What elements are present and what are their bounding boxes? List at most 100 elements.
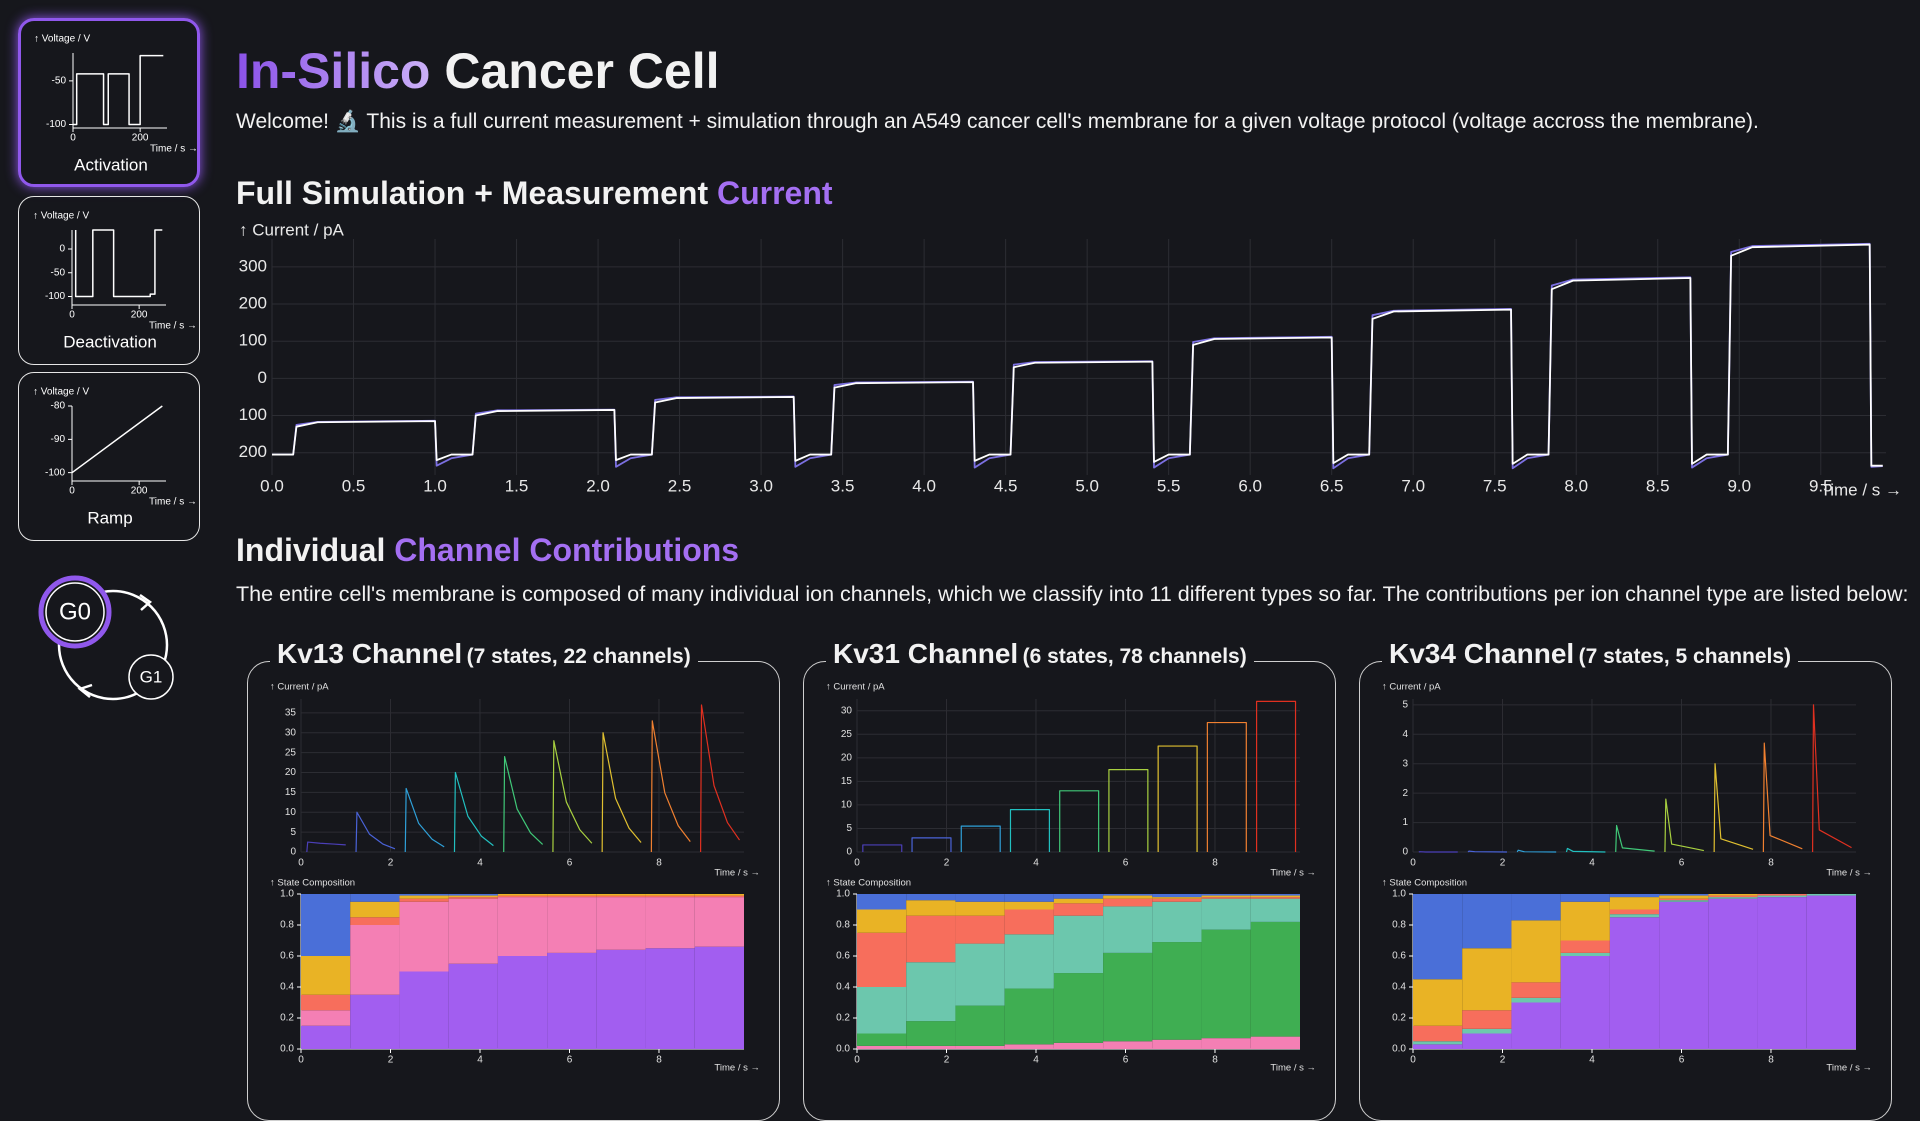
- y-tick-label: -80: [51, 401, 66, 412]
- state-segment: [301, 1026, 350, 1049]
- state-segment: [955, 1046, 1004, 1049]
- x-tick-label: 0: [69, 486, 75, 497]
- state-segment: [1054, 894, 1103, 899]
- state-segment: [906, 900, 955, 916]
- state-segment: [1511, 998, 1560, 1003]
- state-segment: [1152, 942, 1201, 1040]
- y-tick-label: 0: [258, 368, 267, 387]
- y-tick-label: 0.6: [280, 951, 294, 962]
- x-tick-label: 2: [1500, 858, 1506, 869]
- data-line: [1566, 848, 1605, 852]
- state-segment: [596, 950, 645, 1049]
- y-axis-label: ↑ Voltage / V: [34, 33, 90, 44]
- state-segment: [1758, 896, 1807, 898]
- data-line: [72, 406, 162, 473]
- state-segment: [1610, 917, 1659, 1049]
- cycle-node-label: G1: [140, 667, 163, 686]
- state-segment: [1511, 920, 1560, 982]
- state-segment: [449, 897, 498, 899]
- x-axis-label: Time / s →: [714, 1063, 760, 1074]
- state-segment: [301, 956, 350, 995]
- state-segment: [857, 933, 906, 987]
- y-axis-label: ↑ Voltage / V: [33, 387, 89, 398]
- x-tick-label: 8: [656, 1055, 662, 1066]
- data-line: [73, 55, 163, 124]
- y-tick-label: -100: [45, 467, 65, 478]
- state-segment: [1005, 902, 1054, 910]
- cycle-node-label: G0: [59, 598, 91, 625]
- intro-text: Welcome! 🔬 This is a full current measur…: [236, 110, 1759, 134]
- x-tick-label: 8.0: [1564, 476, 1588, 495]
- state-segment: [301, 1010, 350, 1026]
- x-tick-label: 6.0: [1238, 476, 1262, 495]
- cycle-diagram: G0 G1: [0, 560, 220, 730]
- x-axis-label: Time / s →: [1826, 1063, 1872, 1074]
- state-segment: [1054, 899, 1103, 904]
- state-segment: [399, 896, 448, 899]
- x-axis-label: Time / s →: [149, 497, 197, 508]
- state-segment: [906, 916, 955, 963]
- x-tick-label: 4: [1033, 1055, 1039, 1066]
- state-segment: [1708, 899, 1757, 1049]
- state-segment: [1659, 900, 1708, 902]
- x-tick-label: 0: [1410, 1055, 1416, 1066]
- data-line: [76, 230, 163, 296]
- y-axis-label: ↑ State Composition: [1382, 878, 1467, 889]
- y-tick-label: 2: [1402, 788, 1408, 799]
- x-tick-label: 4: [477, 858, 483, 869]
- state-segment: [1758, 897, 1807, 1049]
- state-segment: [906, 962, 955, 1021]
- data-line: [961, 826, 1000, 852]
- state-segment: [449, 896, 498, 898]
- y-tick-label: 10: [841, 800, 853, 811]
- state-segment: [1005, 934, 1054, 988]
- state-segment: [1251, 897, 1300, 899]
- state-segment: [1005, 1044, 1054, 1049]
- y-tick-label: 5: [290, 827, 296, 838]
- state-segment: [350, 894, 399, 902]
- y-tick-label: 30: [841, 705, 853, 716]
- x-tick-label: 8.5: [1646, 476, 1670, 495]
- state-segment: [350, 925, 399, 995]
- state-segment: [350, 917, 399, 925]
- state-segment: [1610, 910, 1659, 915]
- y-tick-label: -100: [45, 119, 65, 130]
- state-segment: [547, 953, 596, 1049]
- state-segment: [1708, 897, 1757, 899]
- state-segment: [1103, 953, 1152, 1041]
- x-tick-label: 0.5: [342, 476, 366, 495]
- state-segment: [1103, 899, 1152, 907]
- state-segment: [1202, 897, 1251, 899]
- y-tick-label: 10: [285, 807, 297, 818]
- state-segment: [1708, 894, 1757, 896]
- heading-accent: Channel Contributions: [394, 532, 739, 568]
- state-segment: [1202, 894, 1251, 896]
- data-line: [1257, 701, 1296, 852]
- x-tick-label: 7.5: [1483, 476, 1507, 495]
- x-tick-label: 4: [1589, 1055, 1595, 1066]
- state-segment: [1413, 894, 1462, 979]
- x-tick-label: 8: [1212, 858, 1218, 869]
- heading-accent: Current: [717, 175, 833, 211]
- x-tick-label: 8: [1212, 1055, 1218, 1066]
- state-segment: [1005, 989, 1054, 1045]
- y-tick-label: 0.8: [1392, 920, 1406, 931]
- state-segment: [955, 916, 1004, 944]
- x-tick-label: 6.5: [1320, 476, 1344, 495]
- data-line: [1060, 791, 1099, 852]
- data-line: [1010, 810, 1049, 852]
- state-segment: [1561, 953, 1610, 956]
- x-tick-label: 0.0: [260, 476, 284, 495]
- state-segment: [906, 1046, 955, 1049]
- data-line: [1158, 746, 1197, 852]
- state-segment: [1152, 902, 1201, 942]
- state-segment: [596, 896, 645, 898]
- y-tick-label: 3: [1402, 758, 1408, 769]
- y-axis-label: ↑ Voltage / V: [33, 211, 89, 222]
- x-tick-label: 4.5: [994, 476, 1018, 495]
- x-tick-label: 0: [69, 310, 75, 321]
